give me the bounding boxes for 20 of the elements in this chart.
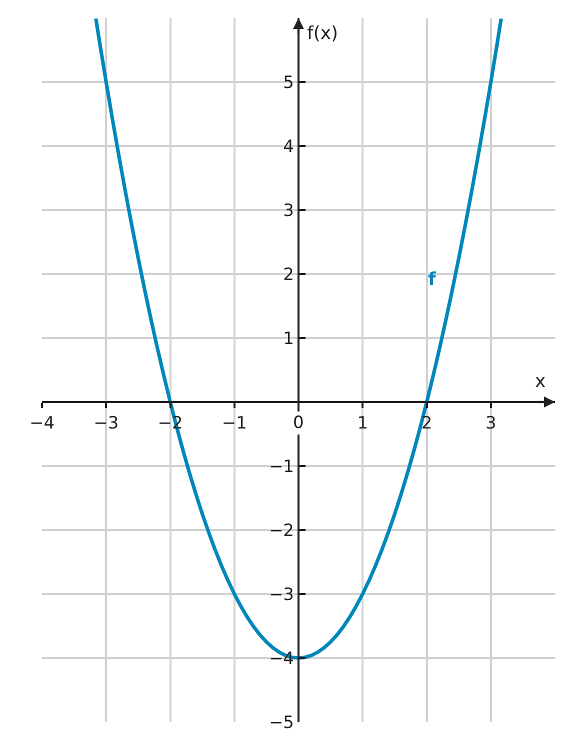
- y-tick-label: 4: [283, 136, 294, 157]
- y-tick-label: 1: [283, 328, 294, 349]
- x-tick-label: 0: [293, 413, 304, 433]
- y-tick-label: 3: [283, 200, 294, 221]
- y-tick-label: −5: [268, 712, 294, 733]
- x-tick-label: −3: [94, 414, 119, 434]
- x-tick-label: 2: [421, 414, 432, 434]
- series-label: f: [428, 269, 436, 290]
- x-tick-label: −1: [222, 414, 247, 434]
- y-tick-label: 5: [283, 72, 294, 93]
- y-tick-label: −1: [268, 456, 294, 477]
- y-tick-label: −4: [268, 648, 294, 669]
- y-axis-title: f(x): [307, 23, 338, 44]
- x-tick-label: 1: [357, 414, 368, 434]
- x-tick-label: 3: [485, 414, 496, 434]
- x-tick-label: −4: [29, 414, 55, 434]
- y-tick-label: −3: [268, 584, 294, 605]
- y-tick-label: −2: [268, 520, 294, 541]
- y-tick-label: 2: [283, 264, 294, 285]
- x-axis-title: x: [535, 371, 546, 392]
